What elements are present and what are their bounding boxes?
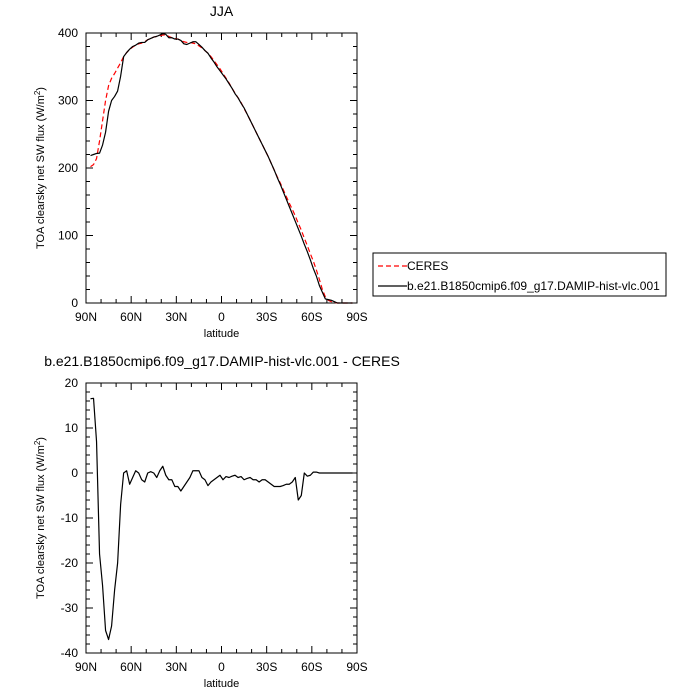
top-y-tick-label: 300 [58, 94, 78, 108]
top-y-tick-label: 400 [58, 26, 78, 40]
bottom-difference-series-line [90, 397, 353, 641]
bottom-x-tick-label: 90S [346, 660, 367, 674]
bottom-y-tick-label: -10 [61, 511, 79, 525]
top-x-tick-label: 60N [120, 310, 142, 324]
top-x-tick-label: 60S [301, 310, 322, 324]
top-y-tick-label: 0 [71, 296, 78, 310]
legend-entry-label: b.e21.B1850cmip6.f09_g17.DAMIP-hist-vlc.… [407, 279, 660, 293]
bottom-x-tick-label: 30N [165, 660, 187, 674]
bottom-x-tick-label: 90N [75, 660, 97, 674]
top-x-tick-label: 0 [218, 310, 225, 324]
bottom-chart-title: b.e21.B1850cmip6.f09_g17.DAMIP-hist-vlc.… [44, 353, 400, 369]
bottom-plot-frame [85, 382, 358, 654]
bottom-x-tick-label: 60N [120, 660, 142, 674]
bottom-panel: 90N 60N 30N 0 30S 60S 90S -40 -30 -20 -10 0 10 20 b.e2… [33, 353, 400, 690]
bottom-y-tick-label: -20 [61, 556, 79, 570]
top-ceres-series-line [90, 34, 353, 304]
top-x-tick-label: 90S [346, 310, 367, 324]
top-y-tick-label: 100 [58, 229, 78, 243]
bottom-y-tick-label: -40 [61, 646, 79, 660]
top-chart-title: JJA [210, 3, 234, 19]
top-y-axis-label: TOA clearsky net SW flux (W/m2) [33, 87, 47, 249]
top-x-tick-label: 30N [165, 310, 187, 324]
top-x-tick-label: 90N [75, 310, 97, 324]
bottom-x-tick-label: 30S [256, 660, 277, 674]
legend-box [372, 252, 667, 297]
bottom-y-tick-label: 10 [65, 421, 79, 435]
bottom-x-axis-label: latitude [204, 678, 239, 690]
bottom-x-tick-label: 60S [301, 660, 322, 674]
legend-entry-label: CERES [407, 259, 448, 273]
bottom-x-tick-label: 0 [218, 660, 225, 674]
top-y-tick-label: 200 [58, 161, 78, 175]
bottom-y-tick-label: 20 [65, 376, 79, 390]
bottom-y-tick-label: -30 [61, 601, 79, 615]
top-x-axis-label: latitude [204, 328, 239, 340]
bottom-y-axis-label: TOA clearsky net SW flux (W/m2) [33, 437, 47, 599]
top-model-series-line [90, 33, 353, 304]
bottom-y-tick-label: 0 [71, 466, 78, 480]
top-x-tick-label: 30S [256, 310, 277, 324]
legend: CERES b.e21.B1850cmip6.f09_g17.DAMIP-hist… [372, 252, 667, 297]
top-panel: 90N 60N 30N 0 30S 60S 90S 0 100 200 300 400 JJA latit… [33, 3, 667, 340]
